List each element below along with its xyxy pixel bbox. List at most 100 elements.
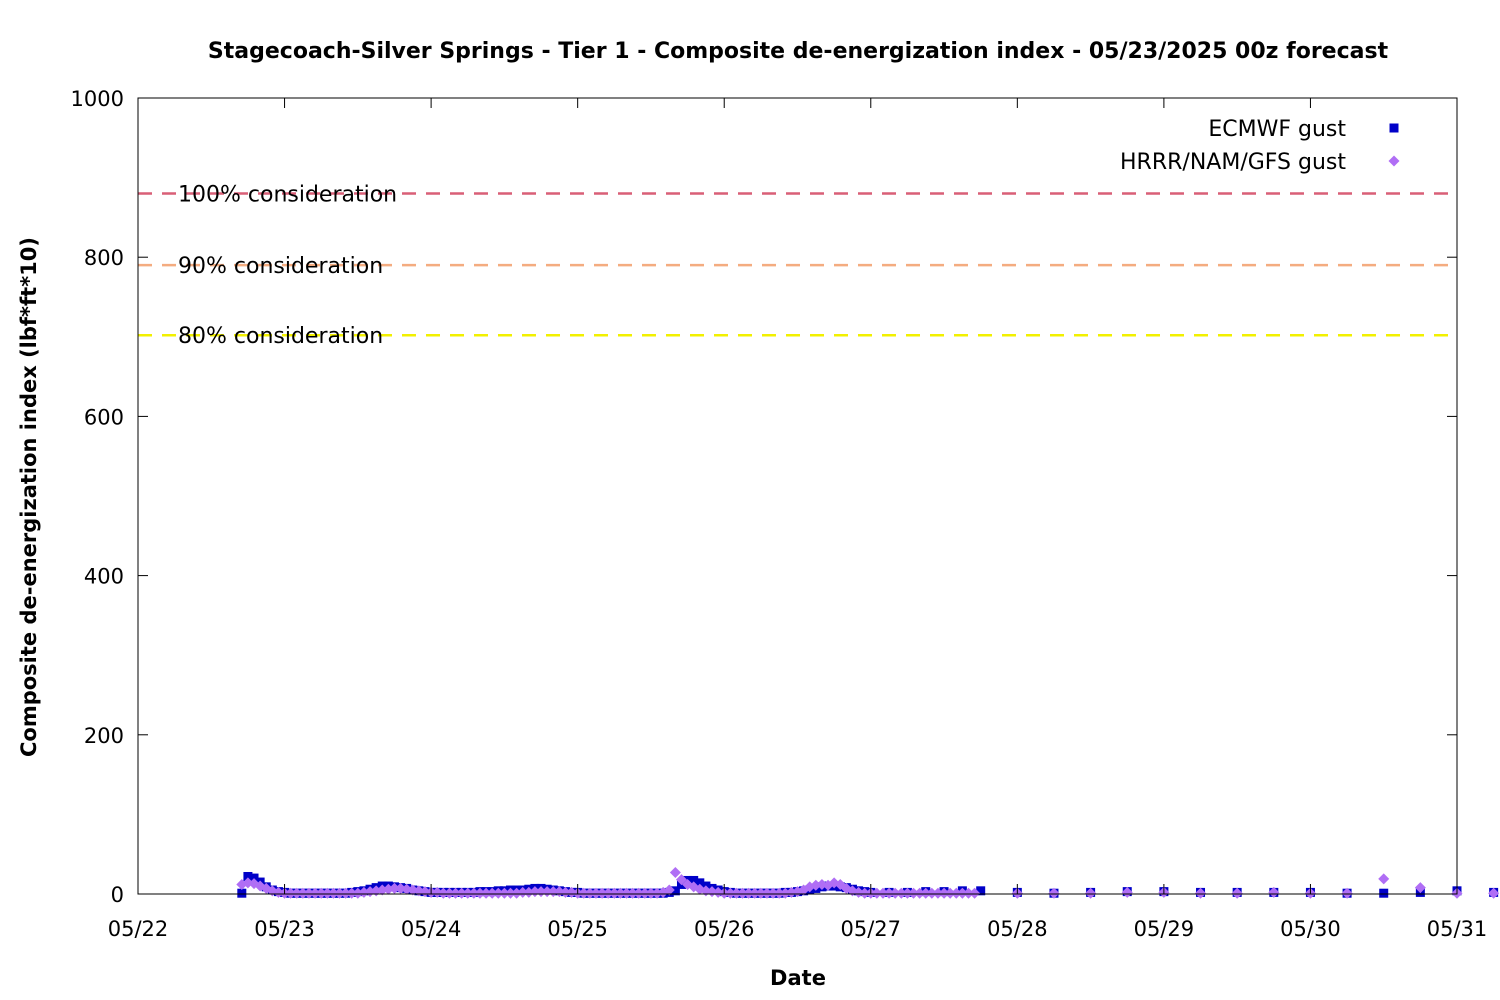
hrrr-point [340,887,352,899]
y-tick-label: 1000 [71,87,124,111]
hrrr-point [859,887,871,899]
ecmwf-point [249,873,259,883]
x-tick-label: 05/23 [254,917,315,941]
y-tick-label: 800 [84,246,124,270]
hrrr-point [669,867,681,879]
chart-title: Stagecoach-Silver Springs - Tier 1 - Com… [208,39,1389,64]
legend-label: HRRR/NAM/GFS gust [1120,150,1346,175]
hrrr-point [1085,887,1097,899]
hrrr-point [443,887,455,899]
hrrr-point [517,886,529,898]
hrrr-point [755,887,767,899]
hrrr-point [1378,873,1390,885]
hrrr-point [559,886,571,898]
hrrr-point [645,887,657,899]
hrrr-point [950,887,962,899]
hrrr-point [627,887,639,899]
hrrr-point [926,887,938,899]
hrrr-point [743,887,755,899]
hrrr-point [932,887,944,899]
x-tick-label: 05/27 [841,917,902,941]
hrrr-point [291,887,303,899]
ecmwf-point [689,875,699,885]
hrrr-point [1268,886,1280,898]
hrrr-point [297,887,309,899]
hrrr-point [498,887,510,899]
hrrr-point [920,887,932,899]
hrrr-point [1488,887,1500,899]
hrrr-point [248,878,260,890]
x-tick-label: 05/25 [547,917,608,941]
hrrr-point [596,887,608,899]
hrrr-point [602,887,614,899]
legend-marker [1388,155,1400,167]
hrrr-point [724,887,736,899]
hrrr-point [639,887,651,899]
threshold-label: 100% consideration [178,183,397,208]
hrrr-point [474,887,486,899]
threshold-label: 80% consideration [178,324,383,349]
hrrr-point [663,884,675,896]
threshold-label: 90% consideration [178,254,383,279]
hrrr-point [901,887,913,899]
hrrr-point [908,887,920,899]
hrrr-point [486,887,498,899]
hrrr-point [1048,887,1060,899]
y-tick-label: 400 [84,565,124,589]
y-axis-label: Composite de-energization index (lbf*ft*… [17,237,41,757]
hrrr-point [773,887,785,899]
x-tick-label: 05/29 [1134,917,1195,941]
hrrr-point [730,887,742,899]
x-tick-label: 05/28 [987,917,1048,941]
threshold-lines: 100% consideration 90% consideration 80% c… [138,183,1457,349]
y-tick-label: 600 [84,405,124,429]
hrrr-point [437,887,449,899]
hrrr-point [621,887,633,899]
hrrr-point [1414,882,1426,894]
hrrr-point [938,887,950,899]
hrrr-point [578,887,590,899]
x-tick-label: 05/30 [1280,917,1341,941]
hrrr-point [969,887,981,899]
hrrr-point [767,887,779,899]
hrrr-point [944,887,956,899]
hrrr-point [608,887,620,899]
hrrr-point [889,887,901,899]
hrrr-point [321,887,333,899]
hrrr-point [388,882,400,894]
hrrr-point [614,887,626,899]
hrrr-point [468,887,480,899]
ecmwf-point [976,886,986,896]
y-tick-label: 200 [84,724,124,748]
hrrr-point [334,887,346,899]
x-tick-label: 05/24 [401,917,462,941]
hrrr-point [346,887,358,899]
axes: 0 200 400 600 800 1000 05/22 05/23 05/24 05/25 05/… [71,87,1488,941]
y-tick-label: 0 [111,883,124,907]
hrrr-point [315,887,327,899]
hrrr-point [590,887,602,899]
hrrr-point [1195,887,1207,899]
hrrr-point [883,887,895,899]
ecmwf-point [243,871,253,881]
hrrr-point [450,887,462,899]
hrrr-point [962,887,974,899]
hrrr-point [633,887,645,899]
hrrr-point [504,887,516,899]
x-tick-label: 05/26 [694,917,755,941]
ecmwf-point [670,886,680,896]
legend: ECMWF gust HRRR/NAM/GFS gust [1120,117,1400,175]
hrrr-point [956,887,968,899]
hrrr-point [1341,887,1353,899]
plot-frame [137,97,1458,895]
hrrr-point [1121,886,1133,898]
hrrr-point [462,887,474,899]
hrrr-point [327,887,339,899]
x-axis-label: Date [770,966,826,990]
hrrr-point [303,887,315,899]
hrrr-point [456,887,468,899]
hrrr-point [749,887,761,899]
ecmwf-point [695,878,705,888]
legend-marker [1389,123,1399,133]
